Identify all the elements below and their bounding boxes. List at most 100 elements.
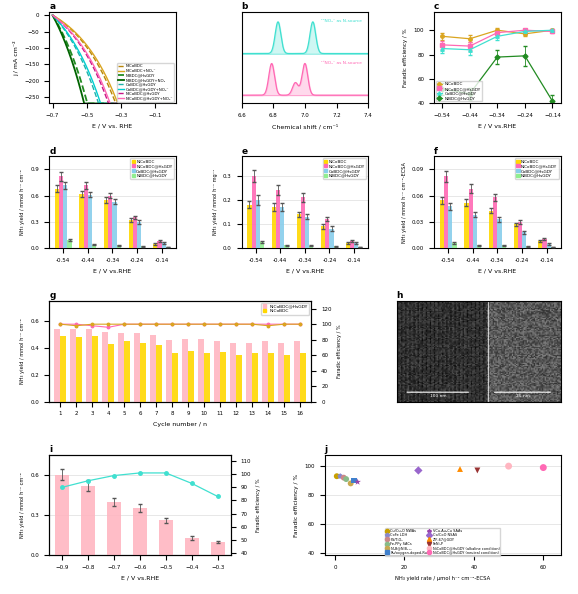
Bar: [547, 244, 551, 248]
Bar: [81, 485, 95, 555]
Bar: [108, 344, 114, 402]
Bar: [489, 210, 493, 248]
Bar: [236, 355, 242, 402]
Bar: [346, 243, 350, 248]
Legend: NiCoBDC, NiCoBDC@HsGDY, CoBDC@HsGDY, NiBDC@HsGDY: NiCoBDC, NiCoBDC@HsGDY, CoBDC@HsGDY, NiB…: [323, 159, 366, 179]
X-axis label: Cycle number / n: Cycle number / n: [153, 422, 208, 427]
Bar: [80, 194, 84, 248]
Bar: [252, 353, 258, 402]
Text: ¹⁴NO₃⁻ as N-source: ¹⁴NO₃⁻ as N-source: [321, 19, 362, 23]
Bar: [526, 247, 530, 248]
Bar: [141, 247, 146, 248]
Bar: [518, 222, 522, 248]
Bar: [453, 243, 457, 248]
Point: [346, 479, 355, 488]
X-axis label: E / V vs.RHE: E / V vs.RHE: [121, 576, 159, 581]
Y-axis label: NH₃ yield / mmol h⁻¹ cm⁻²: NH₃ yield / mmol h⁻¹ cm⁻²: [20, 169, 25, 235]
Bar: [350, 241, 354, 248]
Bar: [514, 225, 518, 248]
Point: [539, 463, 548, 472]
Bar: [107, 502, 121, 555]
Bar: [329, 229, 334, 248]
Text: a: a: [49, 2, 55, 11]
Bar: [113, 202, 117, 248]
Bar: [92, 245, 96, 248]
Bar: [159, 520, 173, 555]
Bar: [63, 185, 68, 248]
Bar: [551, 247, 555, 248]
Legend: NiCoBDC, NiCoBDC+NO₃⁻, NiBDC@HsGDY, NiBDC@HsGDY+NO₃, CoBDC@HsGDY, CoBDC@HsGDY+NO: NiCoBDC, NiCoBDC+NO₃⁻, NiBDC@HsGDY, NiBD…: [117, 63, 174, 102]
Bar: [157, 241, 162, 248]
Text: g: g: [49, 291, 55, 300]
Point: [342, 475, 351, 484]
Legend: Cu/Cu₂O NWAs, CoFe LDH, Pd/TiO₂, Fe-PPy SACs, Ni₂B@NiBₓ₊₁, Ru/oxygen-doped-Ru, V: Cu/Cu₂O NWAs, CoFe LDH, Pd/TiO₂, Fe-PPy …: [385, 528, 501, 555]
Bar: [522, 232, 526, 248]
Point: [353, 477, 362, 486]
Bar: [309, 245, 313, 248]
Bar: [198, 339, 204, 402]
Bar: [469, 189, 473, 248]
Bar: [321, 226, 325, 248]
Text: b: b: [242, 2, 248, 11]
Bar: [156, 345, 162, 402]
Bar: [440, 200, 444, 248]
Bar: [55, 475, 69, 555]
Bar: [246, 343, 252, 402]
Bar: [502, 245, 506, 248]
Bar: [278, 343, 284, 402]
Text: j: j: [325, 445, 328, 454]
Text: e: e: [242, 147, 248, 156]
Bar: [334, 247, 338, 248]
Legend: NiCoBDC, NiCoBDC@HsGDY, CoBDC@HsGDY, NiBDC@HsGDY: NiCoBDC, NiCoBDC@HsGDY, CoBDC@HsGDY, NiB…: [436, 81, 483, 102]
Bar: [294, 341, 300, 402]
Bar: [210, 542, 225, 555]
Bar: [448, 206, 453, 248]
Bar: [153, 244, 157, 248]
Text: i: i: [49, 445, 52, 454]
Bar: [204, 353, 210, 402]
Y-axis label: Faradic efficiency / %: Faradic efficiency / %: [403, 29, 408, 87]
Bar: [284, 355, 290, 402]
Legend: NiCoBDC, NiCoBDC@HsGDY, CoBDC@HsGDY, NiBDC@HsGDY: NiCoBDC, NiCoBDC@HsGDY, CoBDC@HsGDY, NiB…: [130, 159, 173, 179]
Bar: [325, 219, 329, 248]
Bar: [137, 222, 141, 248]
Bar: [272, 207, 276, 248]
Point: [504, 462, 513, 471]
Y-axis label: NH₃ yield / mmol h⁻¹ cm⁻²: NH₃ yield / mmol h⁻¹ cm⁻²: [20, 318, 25, 384]
Y-axis label: NH₃ yield / mmol h⁻¹ mg⁻¹: NH₃ yield / mmol h⁻¹ mg⁻¹: [213, 169, 217, 235]
Y-axis label: Faradic efficiency / %: Faradic efficiency / %: [337, 324, 342, 378]
Bar: [354, 243, 358, 248]
Bar: [150, 334, 156, 402]
Point: [336, 472, 345, 481]
Bar: [220, 352, 227, 402]
Bar: [297, 214, 301, 248]
Bar: [305, 217, 309, 248]
Bar: [268, 353, 275, 402]
Y-axis label: j / mA cm⁻²: j / mA cm⁻²: [13, 40, 18, 75]
X-axis label: E / V vs. RHE: E / V vs. RHE: [92, 124, 132, 129]
Bar: [86, 329, 92, 402]
Bar: [260, 242, 264, 248]
Bar: [230, 343, 236, 402]
Point: [414, 466, 423, 475]
X-axis label: NH₃ yield rate / μmol h⁻¹ cm⁻²-ECSA: NH₃ yield rate / μmol h⁻¹ cm⁻²-ECSA: [395, 576, 490, 581]
Bar: [124, 341, 131, 402]
Bar: [300, 353, 306, 402]
Bar: [166, 247, 170, 248]
Text: h: h: [397, 291, 403, 300]
Bar: [182, 339, 188, 402]
Bar: [255, 200, 260, 248]
Point: [332, 472, 342, 481]
Bar: [538, 241, 542, 248]
Bar: [262, 341, 268, 402]
Bar: [493, 197, 497, 248]
Bar: [473, 215, 477, 248]
Legend: NiCoBDC@HsGDY, NiCoBDC: NiCoBDC@HsGDY, NiCoBDC: [261, 303, 309, 315]
Bar: [166, 340, 172, 402]
Bar: [301, 197, 305, 248]
Bar: [55, 189, 59, 248]
Bar: [172, 353, 179, 402]
Bar: [276, 190, 280, 248]
Bar: [444, 176, 448, 248]
Point: [339, 473, 349, 482]
